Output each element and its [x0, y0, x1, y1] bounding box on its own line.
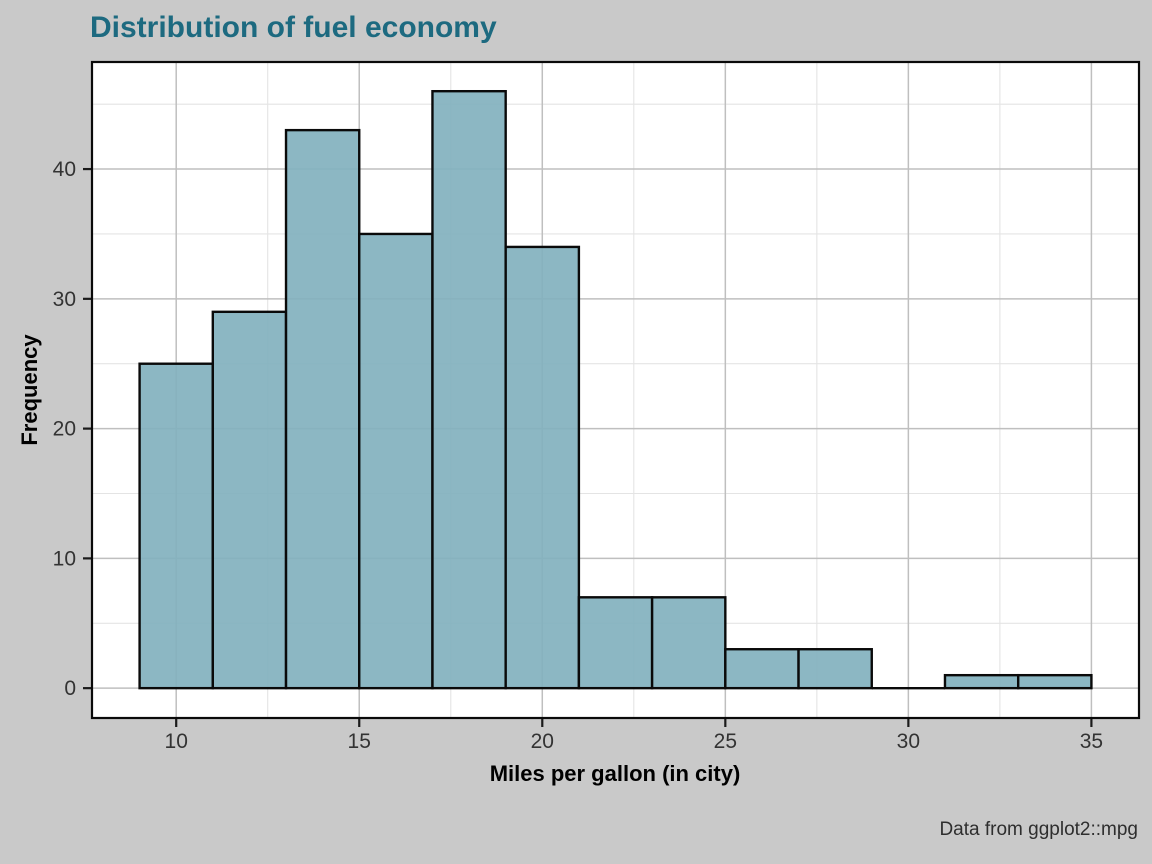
histogram-bar: [504, 245, 581, 690]
histogram-bar: [358, 232, 434, 690]
y-tick-label: 10: [53, 547, 76, 570]
histogram-bar: [431, 89, 507, 690]
y-axis-title: Frequency: [17, 334, 42, 446]
histogram-bar: [1016, 673, 1093, 690]
histogram-bar: [284, 128, 361, 690]
y-tick-label: 20: [53, 418, 76, 441]
histogram-bar: [724, 648, 800, 690]
histogram-bar: [211, 310, 288, 690]
histogram-bar: [943, 673, 1020, 690]
x-tick-label: 20: [531, 730, 554, 753]
y-tick-label: 40: [53, 158, 76, 181]
x-tick-label: 25: [714, 730, 737, 753]
x-tick-label: 30: [897, 730, 920, 753]
histogram-bar: [577, 596, 654, 690]
x-tick-label: 10: [165, 730, 188, 753]
panel-border: [90, 60, 1141, 720]
y-tick-label: 0: [64, 677, 76, 700]
x-axis-title: Miles per gallon (in city): [489, 761, 741, 786]
histogram-bar: [650, 596, 727, 690]
histogram-bar: [138, 362, 215, 690]
caption: Data from ggplot2::mpg: [939, 819, 1138, 840]
x-tick-label: 15: [348, 730, 371, 753]
y-tick-label: 30: [53, 288, 76, 311]
histogram-bar: [797, 648, 873, 690]
chart-title: Distribution of fuel economy: [90, 11, 497, 44]
x-tick-label: 35: [1080, 730, 1103, 753]
